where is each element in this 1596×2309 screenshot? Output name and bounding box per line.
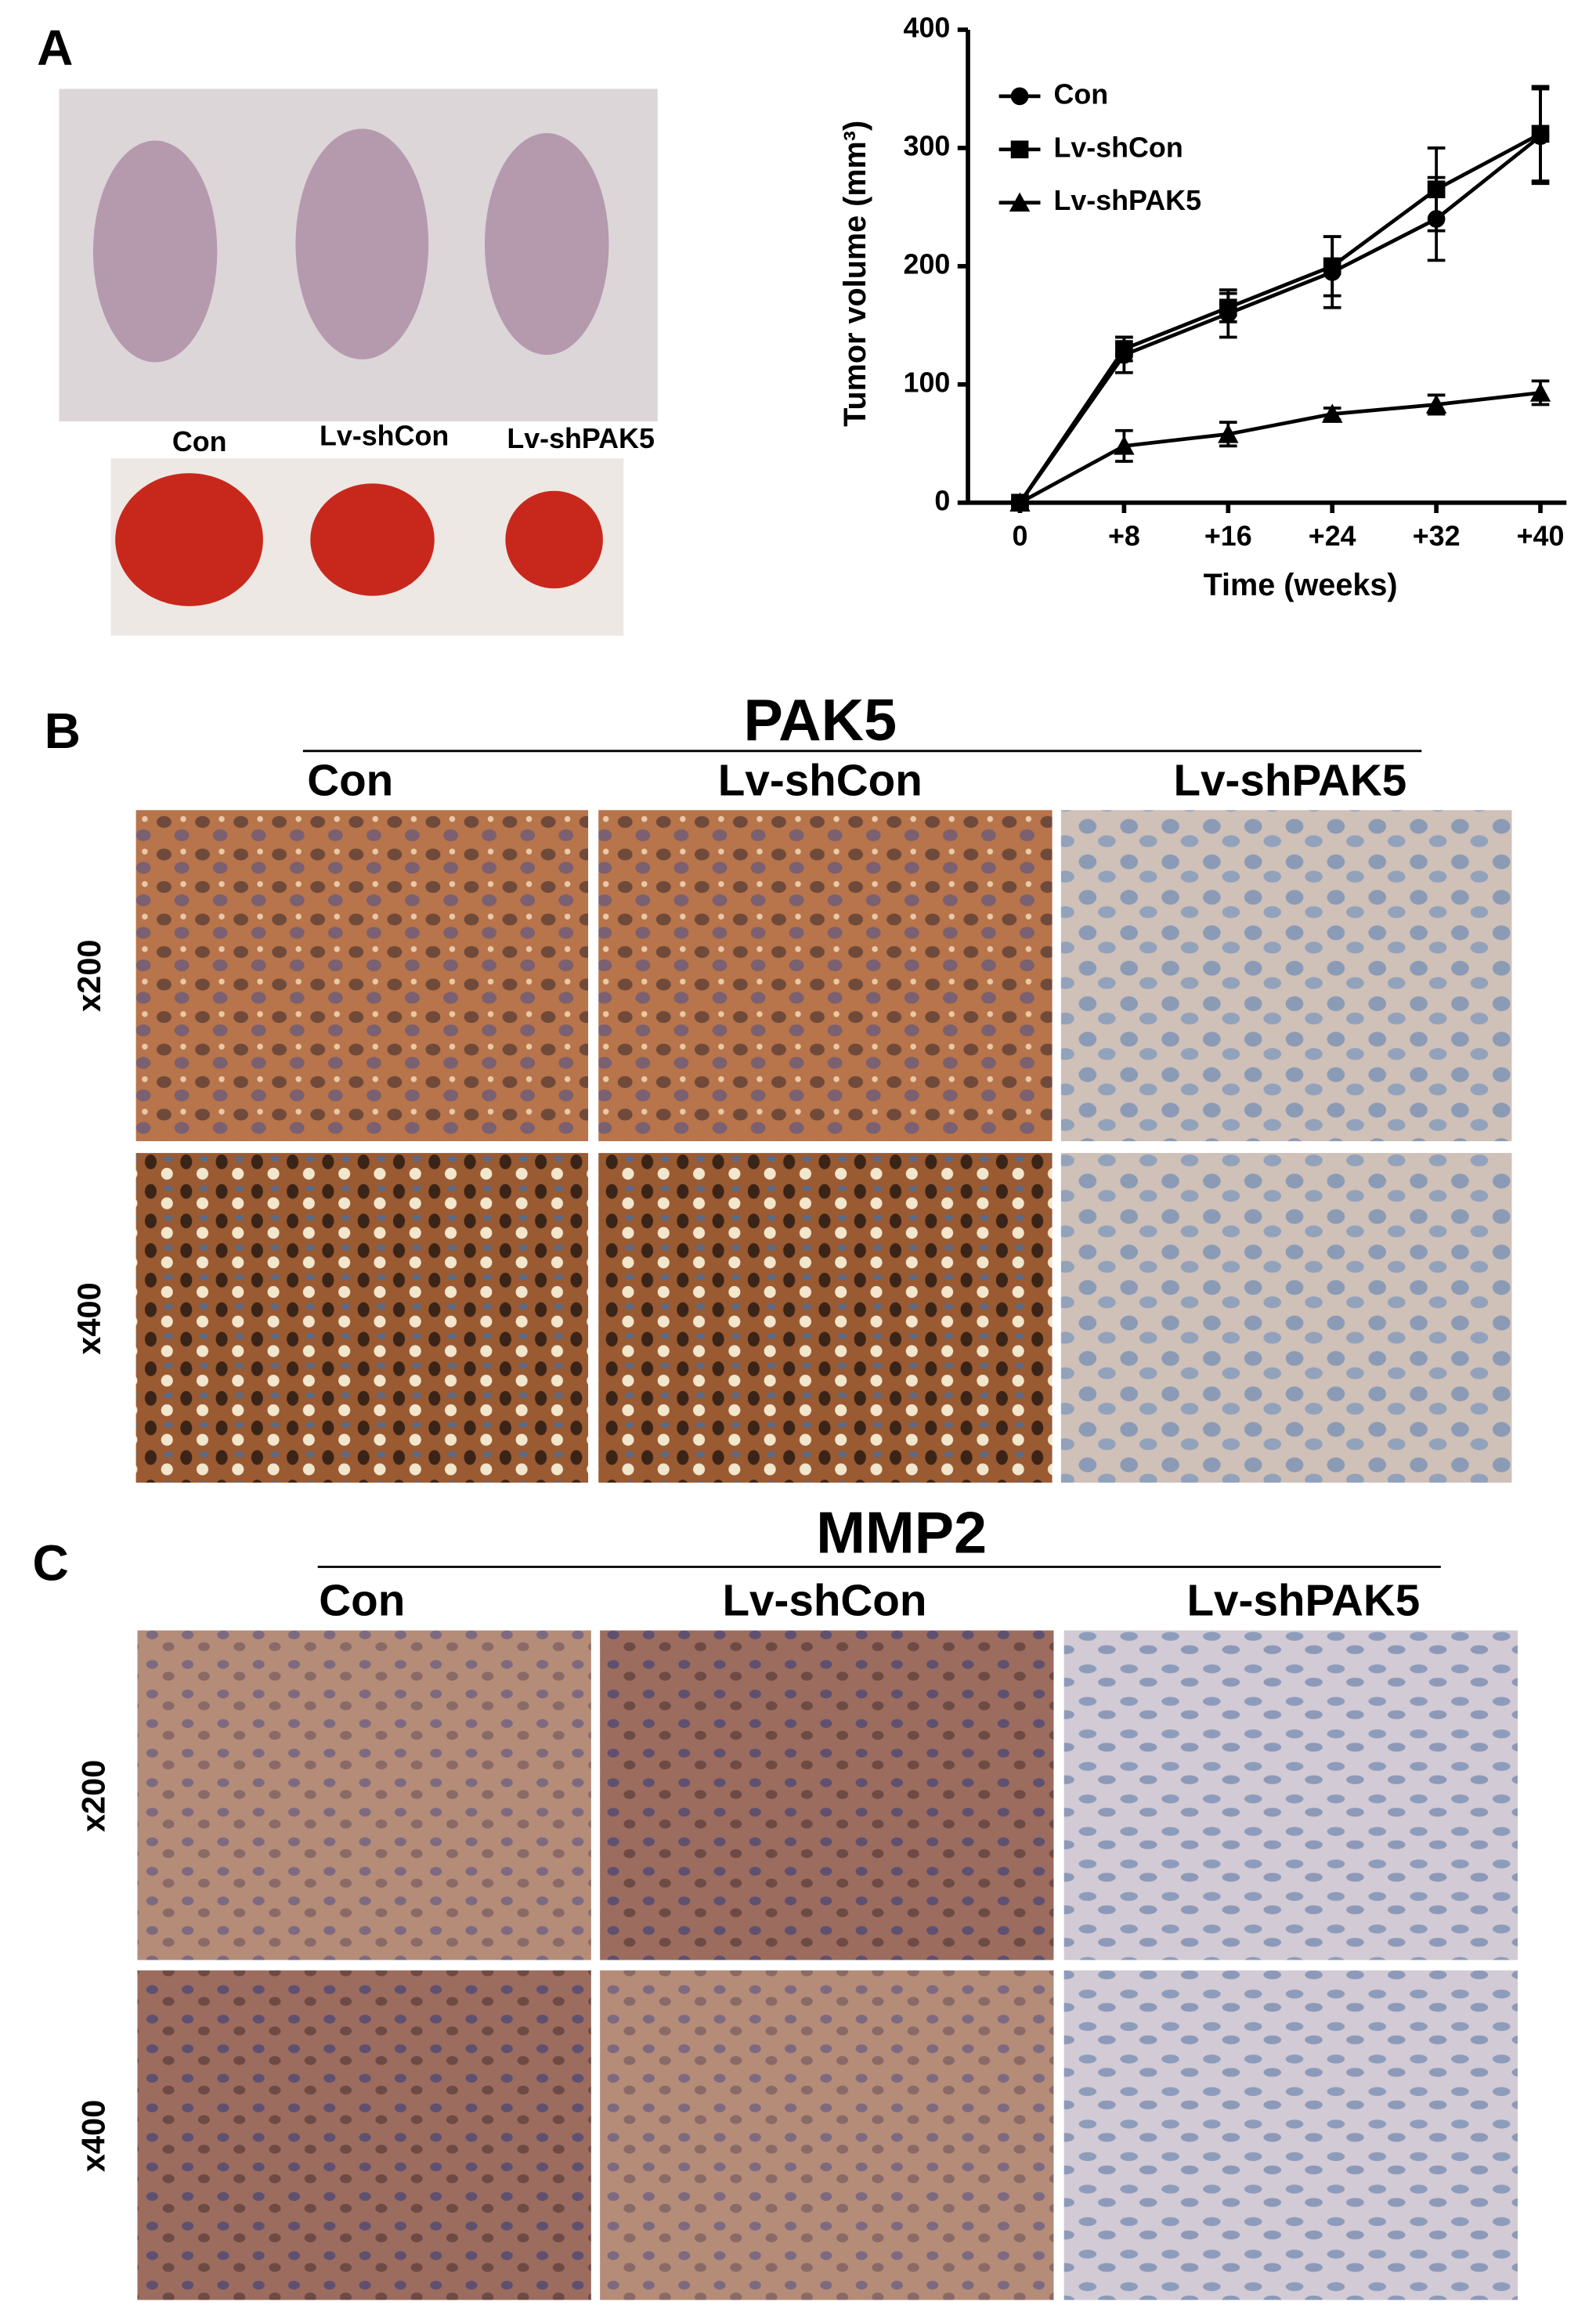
histology-image <box>137 1630 591 1960</box>
legend-label: Lv-shPAK5 <box>1053 185 1201 216</box>
group-label: Lv-shCon <box>320 420 449 451</box>
series-line <box>1019 391 1541 504</box>
row-label: x200 <box>75 1760 112 1832</box>
y-tick-label: 400 <box>904 12 951 43</box>
x-axis-label: Time (weeks) <box>1204 568 1398 602</box>
x-tick-label: +40 <box>1517 521 1565 552</box>
y-tick-label: 200 <box>904 248 951 280</box>
x-tick-label: +8 <box>1108 521 1140 552</box>
data-point <box>1323 257 1341 276</box>
legend-label: Lv-shCon <box>1053 132 1183 163</box>
x-tick-label: +16 <box>1204 521 1252 552</box>
data-point <box>1114 435 1135 455</box>
histology-image <box>135 1153 589 1483</box>
legend-marker <box>1009 192 1031 212</box>
panel-label: A <box>37 20 73 76</box>
series-line <box>1018 134 1542 504</box>
data-point <box>1009 492 1031 512</box>
x-tick-label: 0 <box>1012 521 1027 552</box>
panel-label: C <box>33 1534 69 1591</box>
y-tick-label: 100 <box>904 367 951 398</box>
data-point <box>1427 180 1446 199</box>
column-label: Lv-shPAK5 <box>1186 1576 1420 1625</box>
y-axis-label: Tumor volume (mm³) <box>838 121 872 427</box>
column-label: Lv-shCon <box>722 1576 926 1625</box>
column-label: Lv-shPAK5 <box>1173 755 1406 804</box>
histology-image <box>600 1630 1054 1960</box>
histology-image <box>1063 1970 1518 2300</box>
histology-image <box>1060 810 1512 1142</box>
x-tick-label: +24 <box>1309 521 1356 552</box>
data-point <box>1529 382 1551 402</box>
panel-title: MMP2 <box>816 1500 987 1566</box>
mice <box>92 128 609 363</box>
histology-image <box>1060 1153 1512 1483</box>
histology-image <box>137 1970 591 2300</box>
histology-image <box>598 1153 1053 1483</box>
line-chart: Time (weeks) Tumor volume (mm³) 0 100 200 3… <box>838 12 1567 602</box>
legend-marker <box>1010 140 1029 159</box>
row-label: x200 <box>70 940 107 1012</box>
data-point <box>1531 125 1550 143</box>
histology-image <box>600 1970 1054 2300</box>
x-tick-label: +32 <box>1413 521 1461 552</box>
panel-label: B <box>45 703 81 759</box>
group-label: Con <box>172 426 227 457</box>
data-point <box>1425 394 1447 414</box>
y-tick-label: 0 <box>934 485 950 516</box>
data-point <box>1115 340 1133 358</box>
data-point <box>1321 403 1343 423</box>
histology-image <box>135 810 589 1142</box>
panel-title: PAK5 <box>743 687 897 753</box>
histology-image <box>1063 1630 1518 1960</box>
tumors <box>115 473 603 606</box>
data-point <box>1218 424 1239 443</box>
row-label: x400 <box>70 1282 107 1354</box>
legend-label: Con <box>1053 78 1108 110</box>
column-label: Lv-shCon <box>718 755 923 804</box>
histology-image <box>598 810 1053 1142</box>
group-label: Lv-shPAK5 <box>507 423 655 454</box>
y-tick-label: 300 <box>904 130 951 161</box>
series-line <box>1018 132 1542 504</box>
data-point <box>1219 298 1237 317</box>
row-label: x400 <box>75 2100 112 2172</box>
column-label: Con <box>319 1576 405 1625</box>
legend-marker <box>1010 87 1029 106</box>
column-label: Con <box>307 755 393 804</box>
